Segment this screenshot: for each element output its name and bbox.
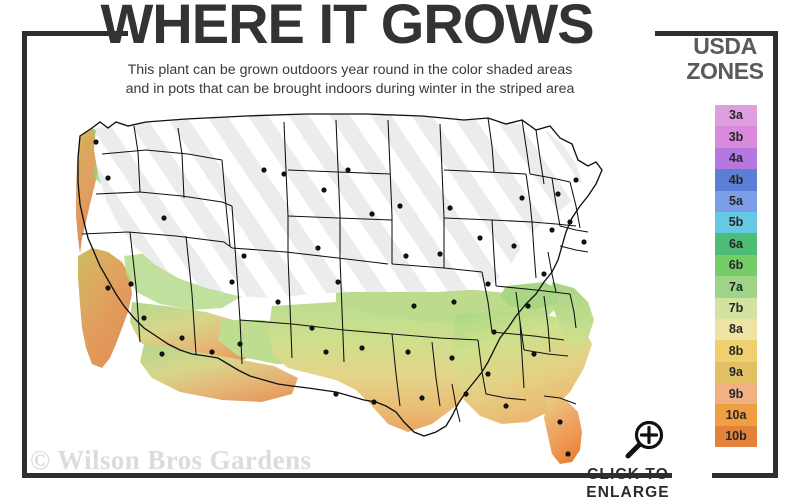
legend-zone-label: 6b — [728, 258, 744, 273]
legend-title: USDA ZONES — [672, 34, 778, 84]
map-striped-overlay-region — [94, 114, 582, 298]
legend-zone-label: 10a — [725, 407, 747, 422]
frame-bottom-right-segment — [712, 473, 778, 478]
legend-title-line-2: ZONES — [686, 58, 764, 84]
legend-zone-label: 9a — [729, 365, 743, 380]
legend-zone-9a: 9a — [715, 361, 757, 384]
legend-zone-9b: 9b — [715, 383, 757, 405]
legend-zone-3a: 3a — [715, 105, 757, 127]
legend-zone-label: 5a — [729, 194, 743, 208]
frame-bottom-left-segment — [22, 473, 672, 478]
usda-zone-legend: 3a 3b 4a 4b 5a 5b 6a 6b 7a 7b 8a 8b 9a 9b 10a 10b — [715, 105, 757, 448]
legend-zone-8b: 8b — [715, 340, 757, 362]
legend-zone-6b: 6b — [715, 254, 757, 277]
zone-fill-atlantic-coastal — [550, 282, 594, 346]
legend-zone-7b: 7b — [715, 297, 757, 319]
frame-top-left-segment — [22, 31, 128, 36]
legend-zone-7a: 7a — [715, 276, 757, 298]
state-capital-dots — [93, 139, 587, 457]
click-to-enlarge-label[interactable]: CLICK TO ENLARGE — [586, 466, 670, 500]
legend-zone-label: 4b — [728, 172, 744, 187]
legend-zone-label: 9b — [728, 386, 744, 401]
zone-fill-california — [78, 248, 132, 368]
subtitle: This plant can be grown outdoors year ro… — [40, 61, 660, 99]
legend-title-line-1: USDA — [693, 33, 757, 59]
legend-zone-label: 7b — [728, 300, 744, 315]
zone-fill-southwest-desert — [140, 344, 298, 402]
legend-zone-label: 3a — [729, 108, 743, 123]
legend-zone-6a: 6a — [715, 233, 757, 255]
frame-left-segment — [22, 31, 27, 478]
zone-fill-southeast — [452, 312, 592, 424]
usda-hardiness-zone-map[interactable] — [36, 106, 660, 466]
legend-zone-3b: 3b — [715, 126, 757, 148]
subtitle-line-2: and in pots that can be brought indoors … — [125, 81, 575, 97]
frame-top-right-segment — [655, 31, 778, 36]
watermark: © Wilson Bros Gardens — [30, 445, 312, 475]
legend-zone-label: 10b — [725, 429, 747, 444]
legend-zone-5b: 5b — [715, 211, 757, 234]
legend-zone-label: 6a — [729, 236, 743, 251]
page-title: WHERE IT GROWS — [100, 0, 594, 55]
subtitle-line-1: This plant can be grown outdoors year ro… — [127, 62, 573, 78]
zone-fill-florida — [544, 398, 582, 464]
legend-zone-8a: 8a — [715, 318, 757, 341]
legend-zone-10b: 10b — [715, 425, 757, 448]
legend-zone-5a: 5a — [715, 190, 757, 212]
legend-zone-10a: 10a — [715, 404, 757, 426]
legend-zone-4a: 4a — [715, 147, 757, 170]
legend-zone-label: 8a — [729, 322, 743, 337]
striped-cold-zone-overlay — [94, 114, 582, 298]
legend-zone-label: 8b — [728, 343, 744, 358]
legend-zone-label: 4a — [729, 151, 743, 166]
legend-zone-label: 5b — [728, 215, 744, 230]
legend-zone-label: 3b — [728, 129, 744, 144]
legend-zone-4b: 4b — [715, 169, 757, 191]
magnifier-plus-icon[interactable] — [620, 419, 668, 463]
legend-zone-label: 7a — [729, 279, 743, 294]
map-container[interactable] — [36, 106, 660, 466]
zone-fill-great-plains-texas — [268, 302, 488, 432]
frame-right-segment — [773, 31, 778, 478]
